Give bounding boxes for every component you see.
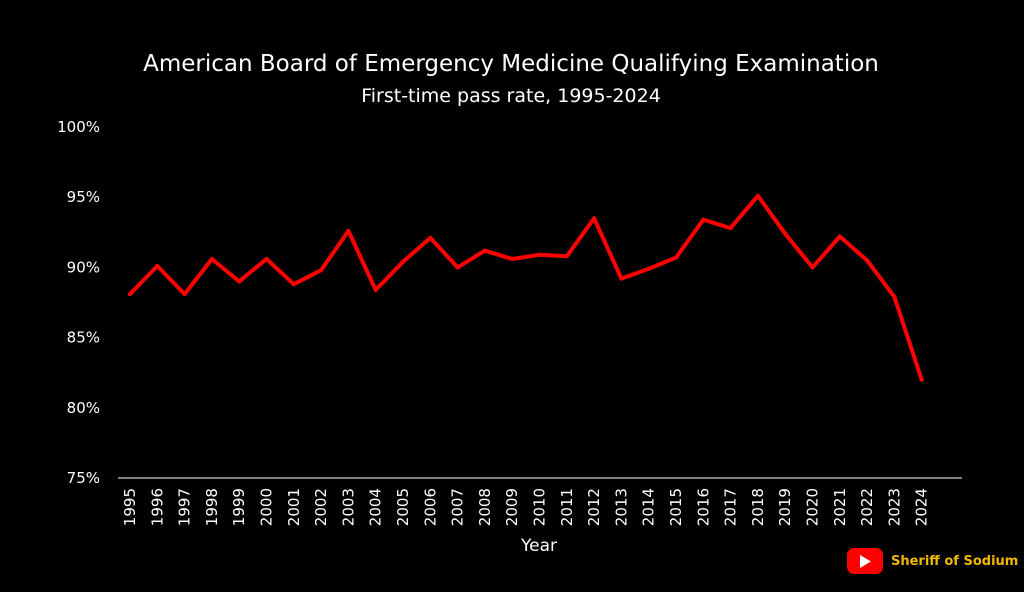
x-tick-label: 1997 (176, 488, 194, 526)
data-points (128, 193, 924, 382)
y-tick-label: 95% (67, 188, 100, 206)
x-tick-label: 2019 (776, 488, 794, 526)
y-tick-label: 90% (67, 258, 100, 276)
x-axis-label: Year (520, 536, 557, 556)
x-tick-label: 2021 (831, 488, 849, 526)
x-tick-label: 2007 (449, 488, 467, 526)
y-axis: 75% 80% 85% 90% 95% 100% (57, 118, 100, 487)
x-tick-label: 2015 (667, 488, 685, 526)
x-tick-label: 1996 (148, 488, 166, 526)
x-axis: 1995 1996 1997 1998 1999 2000 2001 2002 2003 2004… (121, 488, 931, 526)
x-tick-label: 2013 (612, 488, 630, 526)
x-tick-label: 2006 (421, 488, 439, 526)
data-point-2003 (346, 228, 351, 233)
channel-name: Sheriff of Sodium (891, 553, 1019, 569)
data-point-2023 (892, 294, 897, 299)
x-tick-label: 1998 (203, 488, 221, 526)
x-tick-label: 2012 (585, 488, 603, 526)
data-point-2024 (919, 377, 924, 382)
youtube-play-icon (847, 548, 883, 574)
x-tick-label: 2002 (312, 488, 330, 526)
data-point-2020 (810, 265, 815, 270)
chart-title: American Board of Emergency Medicine Qua… (143, 51, 879, 77)
data-point-2004 (373, 287, 378, 292)
channel-watermark: Sheriff of Sodium (847, 548, 1018, 574)
data-point-2008 (482, 248, 487, 253)
data-point-2005 (401, 259, 405, 264)
x-tick-label: 2016 (694, 488, 712, 526)
data-point-2006 (428, 235, 433, 240)
data-point-2018 (755, 193, 760, 198)
x-tick-label: 2009 (503, 488, 521, 526)
data-point-2019 (783, 231, 788, 236)
x-tick-label: 2014 (640, 488, 658, 526)
x-tick-label: 2023 (885, 488, 903, 526)
y-tick-label: 80% (67, 399, 100, 417)
x-tick-label: 2000 (258, 488, 276, 526)
x-tick-label: 2024 (913, 488, 931, 526)
data-point-2007 (455, 265, 460, 270)
x-tick-label: 2003 (339, 488, 357, 526)
y-tick-label: 100% (57, 118, 100, 136)
data-point-2014 (646, 266, 651, 271)
data-point-1999 (237, 279, 242, 284)
data-point-2010 (537, 252, 542, 257)
x-tick-label: 2022 (858, 488, 876, 526)
chart-subtitle: First-time pass rate, 1995-2024 (361, 85, 661, 107)
series-line-pass-rate (128, 193, 924, 382)
x-tick-label: 2017 (722, 488, 740, 526)
y-tick-label: 75% (67, 469, 100, 487)
data-point-2017 (728, 226, 733, 231)
data-point-2009 (510, 256, 515, 261)
data-point-1998 (209, 256, 214, 261)
x-tick-label: 2001 (285, 488, 303, 526)
data-point-2016 (701, 217, 706, 222)
data-point-2022 (865, 258, 870, 263)
x-tick-label: 2011 (558, 488, 576, 526)
data-point-2001 (291, 282, 296, 287)
data-point-2000 (264, 256, 269, 261)
data-point-2002 (319, 268, 324, 273)
data-point-2021 (837, 234, 842, 239)
data-point-2015 (674, 255, 678, 260)
x-tick-label: 2008 (476, 488, 494, 526)
data-point-1995 (128, 292, 132, 297)
data-point-1997 (182, 292, 187, 297)
data-point-2011 (564, 254, 569, 259)
x-tick-label: 2005 (394, 488, 412, 526)
x-tick-label: 2018 (749, 488, 767, 526)
x-tick-label: 1999 (230, 488, 248, 526)
data-point-2013 (619, 276, 624, 281)
y-tick-label: 85% (67, 329, 100, 347)
x-tick-label: 1995 (121, 488, 139, 526)
x-tick-label: 2010 (531, 488, 549, 526)
data-point-1996 (155, 263, 160, 268)
data-point-2012 (592, 216, 597, 221)
x-tick-label: 2020 (804, 488, 822, 526)
x-tick-label: 2004 (367, 488, 385, 526)
